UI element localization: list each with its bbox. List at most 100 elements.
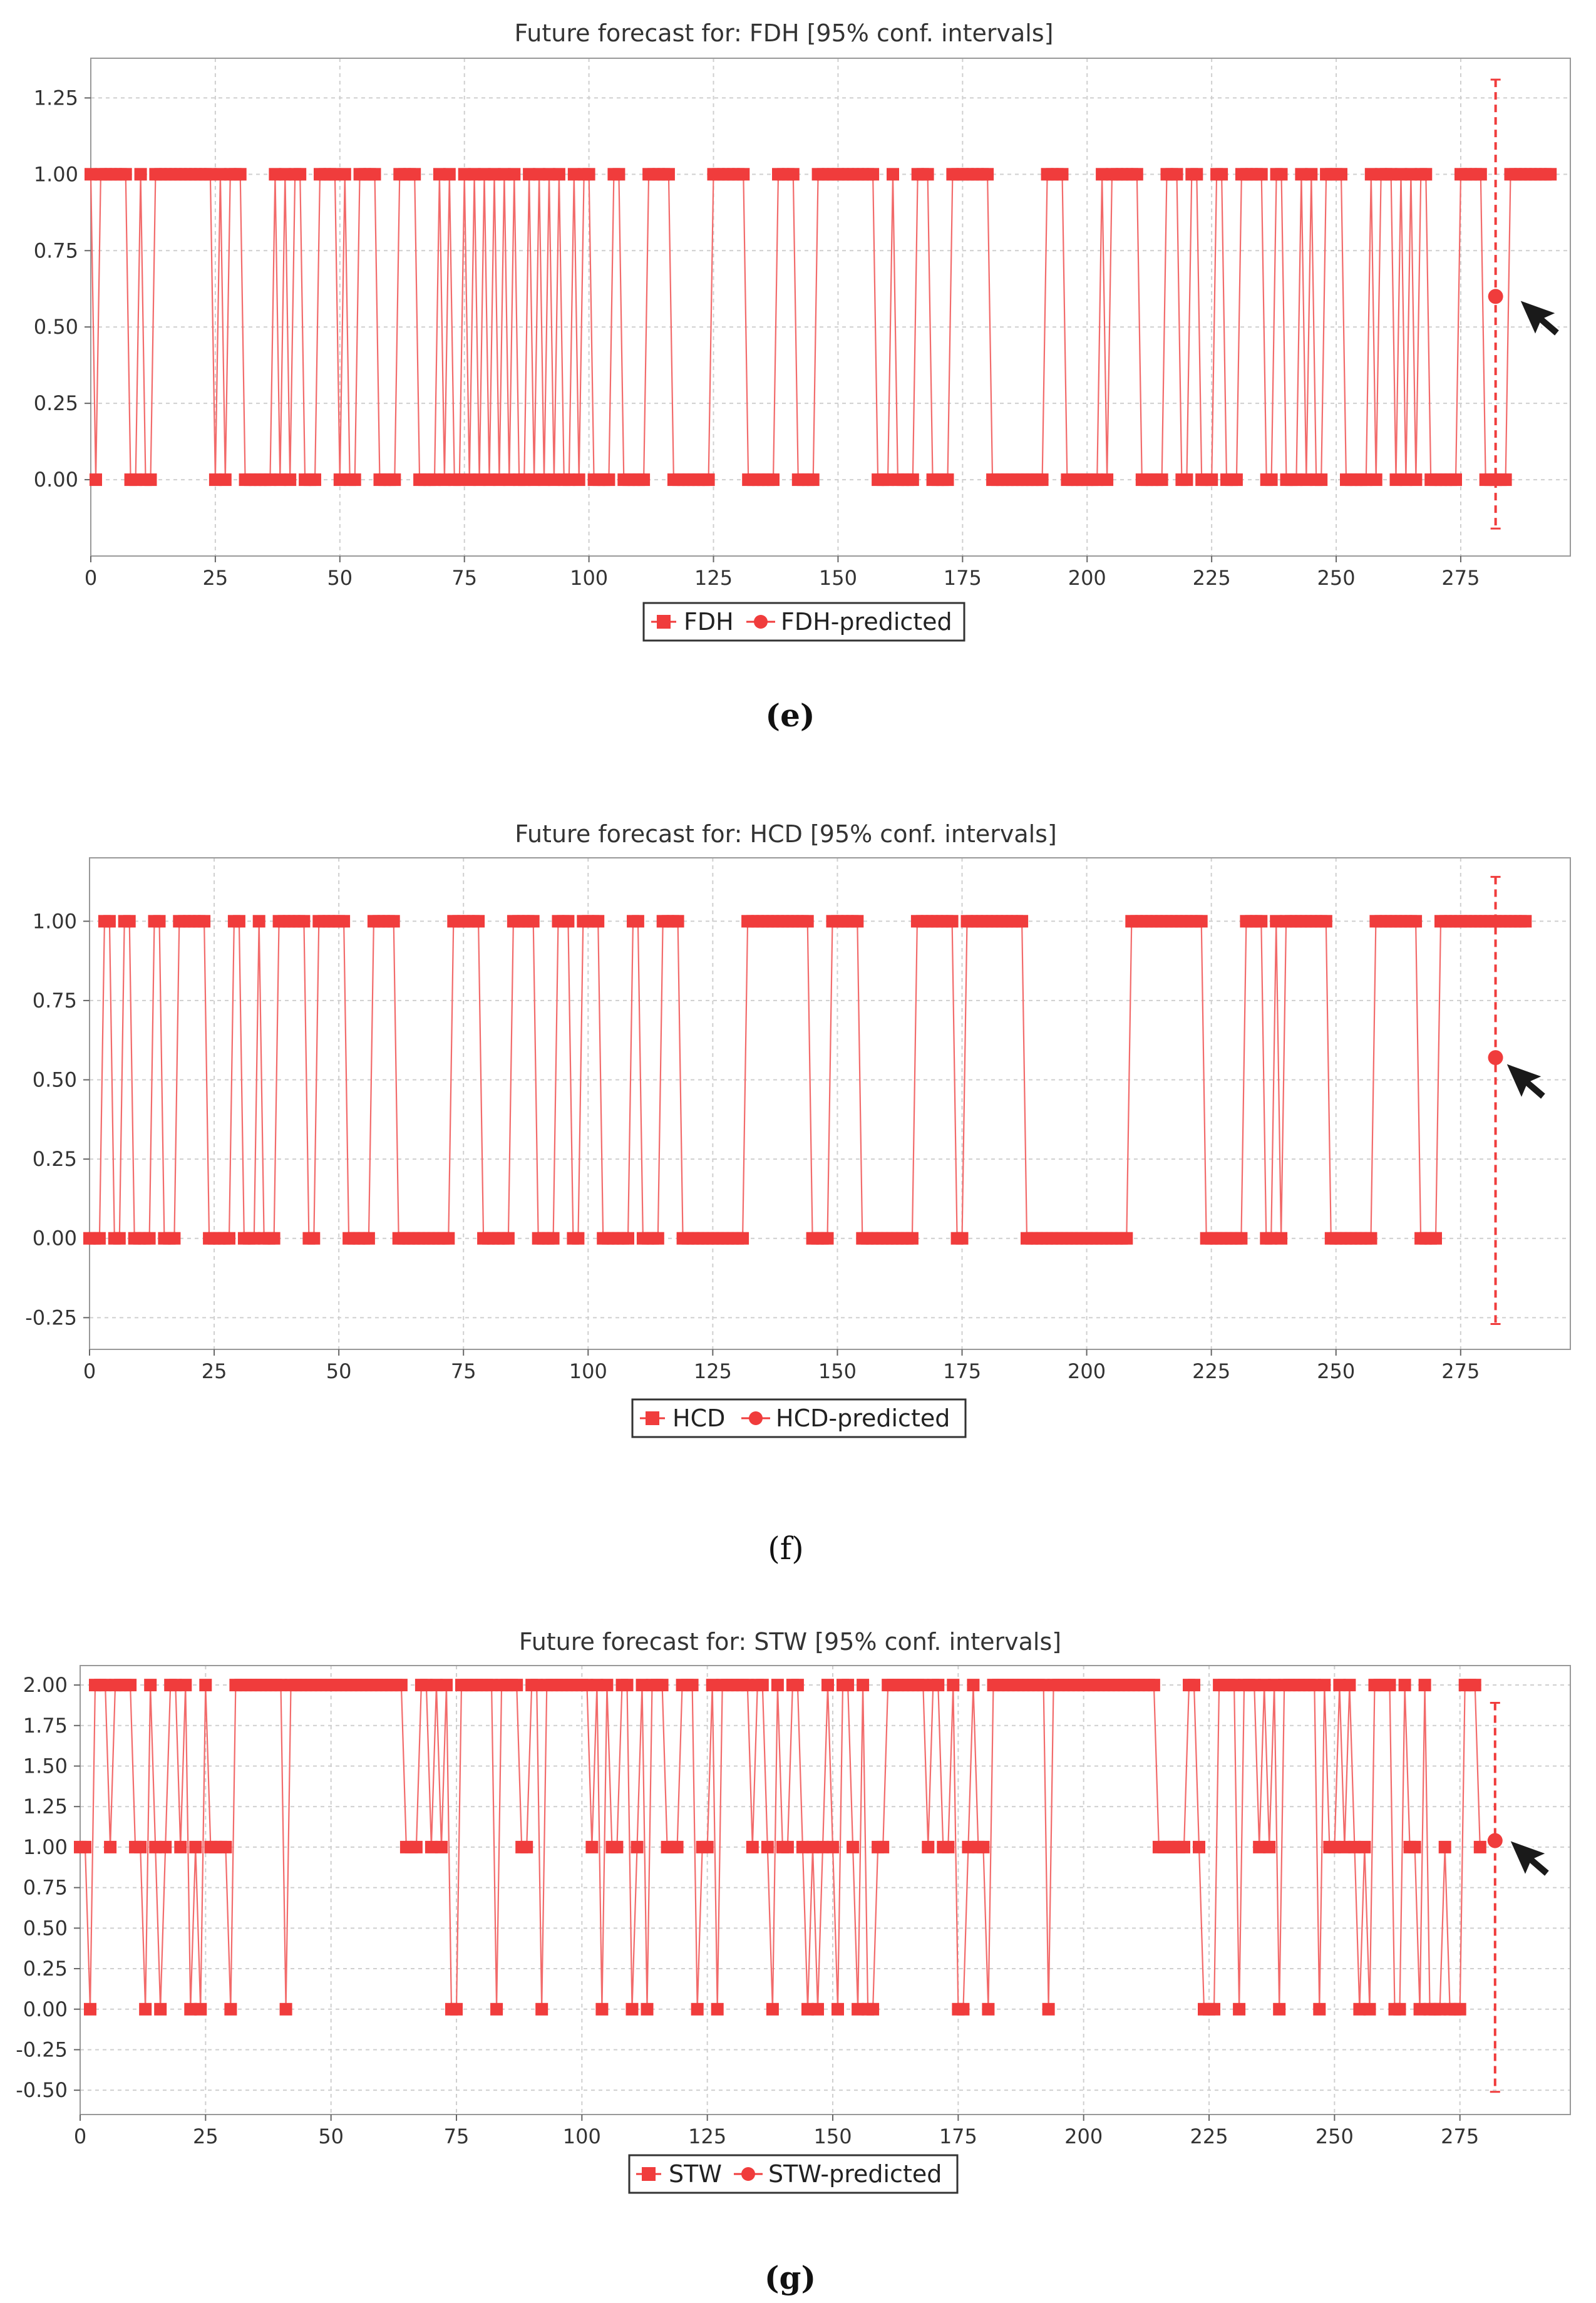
data-point-marker (493, 473, 506, 487)
data-point-marker (671, 915, 684, 928)
plot-frame (89, 857, 1571, 1350)
data-point-marker (1130, 168, 1143, 181)
data-point-marker (179, 1679, 192, 1692)
data-point-marker (1319, 915, 1332, 928)
data-point-marker (1328, 1840, 1341, 1853)
data-point-marker (842, 1679, 855, 1692)
data-point-marker (631, 1840, 644, 1853)
legend-square-marker (646, 1411, 659, 1425)
data-point-marker (1190, 168, 1203, 181)
data-point-marker (194, 2002, 207, 2016)
data-point-marker (337, 915, 351, 928)
data-point-marker (942, 1840, 955, 1853)
legend-circle-marker (749, 1411, 763, 1425)
data-point-marker (691, 2002, 704, 2016)
data-point-marker (1389, 473, 1403, 487)
data-point-marker (631, 915, 644, 928)
x-tick-label: 175 (939, 2125, 977, 2148)
data-point-marker (530, 1679, 543, 1692)
data-point-marker (1409, 915, 1423, 928)
data-point-marker (1353, 2002, 1366, 2016)
data-point-marker (737, 168, 750, 181)
data-point-marker (252, 915, 265, 928)
data-point-marker (234, 168, 247, 181)
data-point-marker (806, 473, 820, 487)
data-point-marker (686, 1679, 699, 1692)
data-point-marker (84, 2002, 96, 2016)
data-point-marker (468, 168, 481, 181)
x-tick-label: 200 (1068, 566, 1106, 590)
legend: STW STW-predicted (628, 2154, 959, 2194)
data-point-marker (223, 1232, 235, 1245)
data-point-marker (590, 1679, 604, 1692)
data-point-marker (543, 168, 555, 181)
y-tick-label: 0.00 (34, 468, 78, 492)
x-tick-label: 75 (444, 2125, 470, 2148)
data-point-marker (1300, 473, 1313, 487)
x-tick-label: 50 (318, 2125, 344, 2148)
plot-frame (80, 1665, 1571, 2115)
data-point-marker (967, 1679, 980, 1692)
legend-square-marker (642, 2167, 656, 2181)
x-tick-label: 100 (570, 566, 608, 590)
plot-area: 0 25 50 75 100 125 150 175 200 225 250 275 0.00 0.25 0… (34, 58, 1571, 590)
data-point-marker (388, 473, 401, 487)
data-point-marker (463, 473, 476, 487)
data-point-marker (450, 2002, 463, 2016)
data-point-marker (1358, 1840, 1371, 1853)
data-point-marker (1398, 1679, 1411, 1692)
data-point-marker (274, 1679, 287, 1692)
data-point-marker (523, 168, 536, 181)
data-point-marker (440, 1679, 453, 1692)
data-point-marker (887, 168, 899, 181)
data-point-marker (1091, 473, 1104, 487)
data-point-marker (767, 473, 780, 487)
data-point-marker (198, 915, 211, 928)
x-tick-label: 0 (74, 2125, 86, 2148)
data-point-marker (582, 168, 595, 181)
data-point-marker (1364, 168, 1377, 181)
data-point-marker (1042, 2002, 1055, 2016)
x-tick-label: 25 (193, 2125, 219, 2148)
data-point-marker (756, 1679, 769, 1692)
legend-label-series: STW (669, 2160, 722, 2188)
x-tick-label: 225 (1192, 1359, 1230, 1383)
data-point-marker (143, 1232, 156, 1245)
data-point-marker (1383, 1679, 1396, 1692)
data-point-marker (620, 1679, 634, 1692)
x-tick-label: 175 (943, 1359, 981, 1383)
data-point-marker (552, 168, 565, 181)
y-tick-label: 0.75 (33, 989, 77, 1012)
data-point-marker (761, 1840, 774, 1853)
data-point-marker (1474, 168, 1487, 181)
data-point-marker (1193, 1840, 1205, 1853)
data-point-marker (85, 168, 97, 181)
data-point-marker (503, 473, 516, 487)
plot-background (80, 1666, 1570, 2115)
data-point-marker (1016, 915, 1029, 928)
data-point-marker (701, 1840, 714, 1853)
data-point-marker (736, 1232, 749, 1245)
data-point-marker (962, 1840, 975, 1853)
data-point-marker (595, 2002, 609, 2016)
data-point-marker (702, 473, 715, 487)
data-point-marker (247, 1232, 260, 1245)
data-point-marker (368, 168, 381, 181)
legend: FDH FDH-predicted (642, 602, 965, 642)
data-point-marker (1384, 168, 1398, 181)
y-tick-label: 1.25 (23, 1795, 68, 1818)
y-tick-label: 0.50 (34, 315, 78, 339)
data-point-marker (641, 2002, 654, 2016)
data-point-marker (1258, 1679, 1271, 1692)
y-tick-label: 0.00 (23, 1997, 68, 2021)
data-point-marker (264, 473, 277, 487)
data-point-marker (103, 915, 116, 928)
data-point-marker (1290, 473, 1303, 487)
data-point-marker (1394, 168, 1408, 181)
x-tick-label: 50 (327, 566, 353, 590)
data-point-marker (932, 1679, 945, 1692)
x-tick-label: 0 (83, 1359, 96, 1383)
data-point-marker (174, 1840, 187, 1853)
data-point-marker (309, 473, 321, 487)
data-point-marker (472, 915, 485, 928)
